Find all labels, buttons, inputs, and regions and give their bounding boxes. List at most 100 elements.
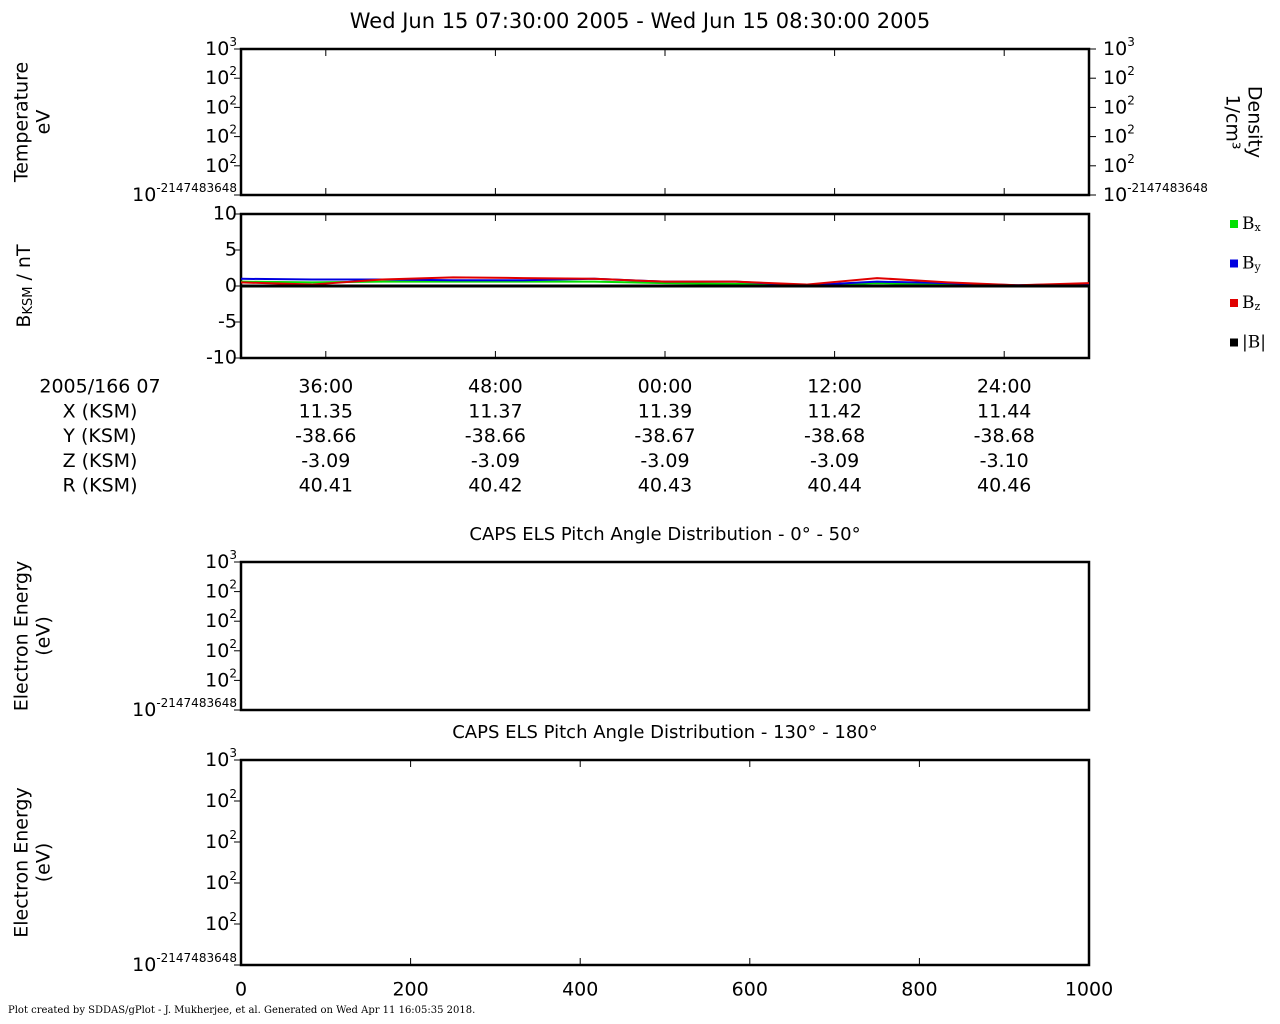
y-tick-label: 102 — [205, 666, 237, 691]
y-tick-label-exp: 2 — [229, 787, 237, 801]
y2-tick-base: 10 — [1103, 38, 1127, 60]
y-axis-label: Electron Energy — [11, 561, 33, 712]
y2-tick-label: 10-2147483648 — [1103, 181, 1208, 206]
x-tick-label: 24:00 — [977, 376, 1032, 398]
y-tick-label-base: 10 — [205, 749, 229, 771]
legend-label: Bx — [1242, 214, 1262, 235]
ephemeris-value: -3.09 — [471, 450, 520, 472]
ephemeris-value: -38.68 — [974, 425, 1035, 447]
y2-tick-exp: 2 — [1127, 64, 1135, 78]
y-tick-label-base: 10 — [205, 610, 229, 632]
x-tick-label: 400 — [562, 979, 598, 1001]
y-tick-label: 5 — [225, 239, 237, 261]
legend-name: B — [1242, 293, 1255, 313]
legend-name: B — [1242, 214, 1255, 234]
y-tick-label-base: 10 — [205, 580, 229, 602]
y2-tick-exp: 2 — [1127, 122, 1135, 136]
y-tick-label-base: 10 — [205, 639, 229, 661]
y2-tick-exp: 2 — [1127, 151, 1135, 165]
y-tick-label: 103 — [205, 746, 237, 771]
y-tick-label: 102 — [205, 122, 237, 147]
x-tick-label: 600 — [732, 979, 768, 1001]
y-tick-label: -10 — [206, 347, 237, 369]
y-tick-label-exp: 2 — [229, 64, 237, 78]
panel-frame — [239, 47, 1091, 197]
y-tick-label: 102 — [205, 607, 237, 632]
ephemeris-label: X (KSM) — [63, 401, 138, 423]
y-tick-label-exp: 2 — [229, 666, 237, 680]
ephemeris-value: 11.42 — [807, 401, 861, 423]
y2-axis-label: Density — [1244, 86, 1266, 158]
y2-tick-base: 10 — [1103, 184, 1127, 206]
x-tick-label: 36:00 — [298, 376, 353, 398]
ephemeris-label: Z (KSM) — [63, 450, 138, 472]
y-tick-label: 10-2147483648 — [132, 951, 237, 976]
y2-tick-label: 102 — [1103, 151, 1135, 176]
ephemeris-label: R (KSM) — [63, 475, 138, 497]
panel-frame — [239, 560, 1091, 712]
y2-tick-label: 102 — [1103, 93, 1135, 118]
y-axis-label: (eV) — [33, 616, 55, 656]
y-tick-label: 103 — [205, 548, 237, 573]
ephemeris-value: -3.09 — [810, 450, 859, 472]
legend-swatch — [1230, 259, 1238, 268]
y-tick-label-exp: 2 — [229, 828, 237, 842]
legend-label: |B| — [1242, 332, 1266, 352]
legend-name: B — [1242, 253, 1255, 273]
legend-swatch — [1230, 299, 1238, 307]
y-tick-label-exp: 2 — [229, 577, 237, 591]
y-tick-label-base: 10 — [205, 790, 229, 812]
x-tick-label: 0 — [235, 979, 247, 1001]
legend-label: By — [1242, 253, 1262, 274]
y-tick-label-exp: 2 — [229, 607, 237, 621]
legend-sub: x — [1255, 221, 1262, 234]
ephemeris-value: -38.66 — [295, 425, 356, 447]
footer: Plot created by SDDAS/gPlot - J. Mukherj… — [8, 1005, 475, 1016]
y-tick-label-base: 10 — [205, 872, 229, 894]
y-tick-label-base: 10 — [205, 125, 229, 147]
y-tick-label-exp: -2147483648 — [156, 951, 237, 965]
y-tick-label-exp: 2 — [229, 636, 237, 650]
y2-tick-base: 10 — [1103, 125, 1127, 147]
series-line — [240, 276, 1090, 287]
y-tick-label-base: 10 — [205, 913, 229, 935]
y-tick-label-exp: -2147483648 — [156, 181, 237, 195]
y-tick-label-exp: 2 — [229, 869, 237, 883]
legend-sub: y — [1254, 261, 1262, 274]
y-tick-label-exp: 3 — [229, 548, 237, 562]
ephemeris-value: 40.41 — [299, 475, 353, 497]
y-tick-label: 102 — [205, 577, 237, 602]
y-tick-label-base: 10 — [205, 831, 229, 853]
ephemeris-value: -3.10 — [980, 450, 1029, 472]
y-axis-label: BKSM / nT — [13, 244, 36, 328]
y-tick-label: 102 — [205, 151, 237, 176]
x-tick-label: 800 — [901, 979, 937, 1001]
x-tick-label: 1000 — [1065, 979, 1113, 1001]
y-tick-label: 10 — [213, 203, 237, 225]
y-tick-label-exp: 2 — [229, 910, 237, 924]
ephemeris-value: 11.39 — [638, 401, 692, 423]
legend-sub: z — [1255, 300, 1261, 313]
y-axis-label: eV — [33, 110, 55, 135]
y-tick-label-base: 10 — [132, 954, 156, 976]
y-tick-label-base: 10 — [205, 38, 229, 60]
y-tick-label-base: 10 — [205, 67, 229, 89]
y-tick-label: 102 — [205, 787, 237, 812]
x-tick-label: 200 — [392, 979, 428, 1001]
ephemeris-value: 11.37 — [468, 401, 522, 423]
y2-tick-label: 103 — [1103, 35, 1135, 60]
ephemeris-value: 40.46 — [977, 475, 1031, 497]
ephemeris-value: -3.09 — [301, 450, 350, 472]
ephemeris-value: -3.09 — [640, 450, 689, 472]
y-tick-label-base: 10 — [132, 184, 156, 206]
panel-title: CAPS ELS Pitch Angle Distribution - 130°… — [452, 722, 878, 743]
legend-name: |B| — [1242, 332, 1266, 352]
y-tick-label-base: 10 — [132, 699, 156, 721]
ephemeris-value: 40.43 — [638, 475, 692, 497]
y2-tick-exp: 2 — [1127, 93, 1135, 107]
y-tick-label-exp: -2147483648 — [156, 696, 237, 710]
y-tick-label-exp: 2 — [229, 122, 237, 136]
y2-tick-base: 10 — [1103, 154, 1127, 176]
panel-frame — [239, 758, 1091, 967]
ephemeris-value: -38.66 — [465, 425, 526, 447]
